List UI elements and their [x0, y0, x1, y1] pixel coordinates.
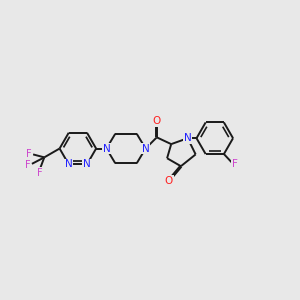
Text: N: N — [103, 143, 110, 154]
Text: O: O — [153, 116, 161, 126]
Text: F: F — [25, 160, 31, 170]
Text: O: O — [164, 176, 173, 186]
Text: N: N — [65, 159, 73, 169]
Text: F: F — [37, 168, 42, 178]
Text: F: F — [232, 159, 238, 169]
Text: F: F — [26, 148, 32, 158]
Text: N: N — [184, 133, 192, 143]
Text: N: N — [142, 143, 149, 154]
Text: N: N — [83, 159, 91, 169]
